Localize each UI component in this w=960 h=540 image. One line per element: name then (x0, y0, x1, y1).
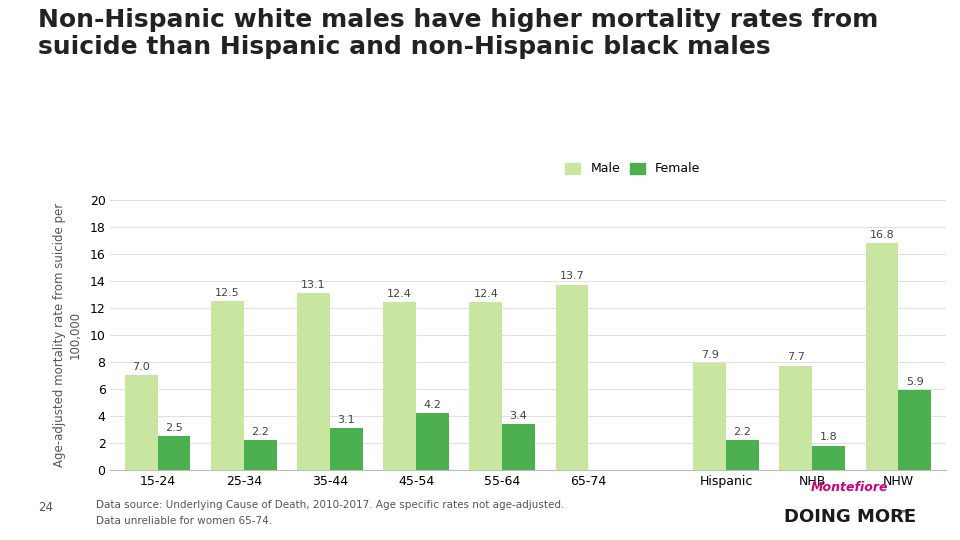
Bar (780, 366, 812, 470)
Bar (502, 424, 535, 470)
Bar (812, 446, 845, 470)
Text: 3.1: 3.1 (338, 415, 355, 424)
Text: 2.5: 2.5 (165, 423, 183, 433)
Bar (383, 302, 416, 470)
Bar (469, 302, 502, 470)
Bar (899, 390, 931, 470)
Bar (726, 440, 758, 470)
Text: 3.4: 3.4 (510, 410, 527, 421)
Legend: Male, Female: Male, Female (561, 158, 706, 180)
Text: suicide than Hispanic and non-Hispanic black males: suicide than Hispanic and non-Hispanic b… (38, 35, 771, 59)
Bar (157, 436, 190, 470)
Bar (211, 301, 244, 470)
Text: 13.1: 13.1 (301, 280, 325, 289)
Bar (416, 413, 448, 470)
Text: 5.9: 5.9 (905, 377, 924, 387)
Text: 12.5: 12.5 (215, 288, 240, 298)
Text: 7.0: 7.0 (132, 362, 151, 372)
Text: 2.2: 2.2 (252, 427, 269, 437)
Text: 4.2: 4.2 (423, 400, 442, 410)
Text: DOING MORE: DOING MORE (783, 509, 916, 526)
Text: 12.4: 12.4 (387, 289, 412, 299)
Text: Non-Hispanic white males have higher mortality rates from: Non-Hispanic white males have higher mor… (38, 8, 878, 32)
Text: 7.9: 7.9 (701, 350, 719, 360)
Bar (330, 428, 363, 470)
Bar (866, 243, 899, 470)
Text: 1.8: 1.8 (820, 432, 837, 442)
Text: 24: 24 (38, 501, 54, 514)
Text: 7.7: 7.7 (787, 353, 804, 362)
Text: Montefiore: Montefiore (811, 481, 888, 494)
Text: 12.4: 12.4 (473, 289, 498, 299)
Bar (125, 375, 157, 470)
Text: 2.2: 2.2 (733, 427, 752, 437)
Text: 13.7: 13.7 (560, 272, 585, 281)
Bar (298, 293, 330, 470)
Y-axis label: Age-adjusted mortality rate from suicide per
100,000: Age-adjusted mortality rate from suicide… (54, 202, 82, 467)
Bar (556, 285, 588, 470)
Text: Data unreliable for women 65-74.: Data unreliable for women 65-74. (96, 516, 272, 526)
Text: Data source: Underlying Cause of Death, 2010-2017. Age specific rates not age-ad: Data source: Underlying Cause of Death, … (96, 500, 564, 510)
Text: 16.8: 16.8 (870, 230, 895, 240)
Bar (244, 440, 276, 470)
Bar (693, 363, 726, 470)
Text: ™: ™ (898, 508, 907, 518)
